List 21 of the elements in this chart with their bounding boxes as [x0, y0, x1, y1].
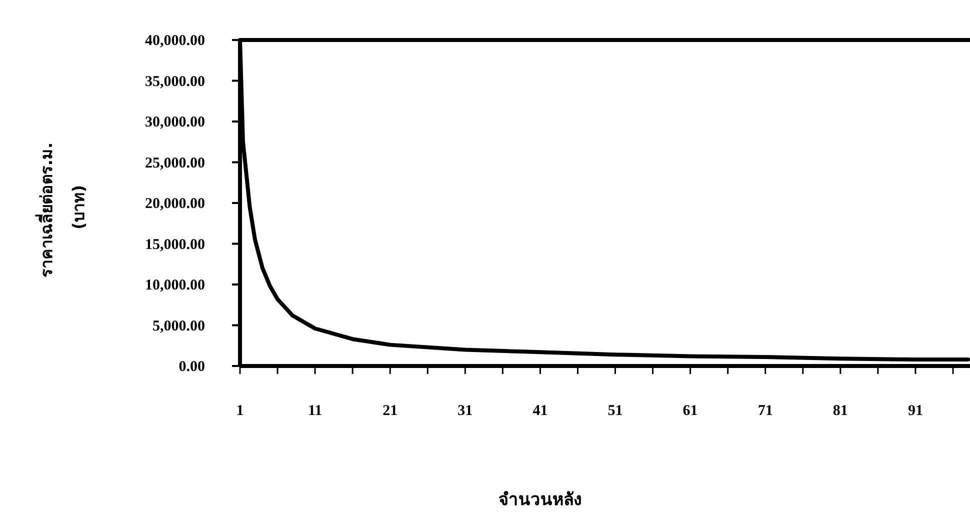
- y-tick-label: 30,000.00: [145, 114, 205, 130]
- y-tick-label: 10,000.00: [145, 278, 205, 294]
- x-tick-label: 31: [458, 403, 473, 419]
- y-tick-label: 0.00: [178, 359, 205, 375]
- x-tick-label: 41: [532, 403, 548, 419]
- x-tick-label: 61: [682, 403, 698, 419]
- y-tick-label: 20,000.00: [145, 196, 205, 212]
- y-tick-label: 5,000.00: [152, 318, 205, 334]
- y-axis-title: ราคาเฉลี่ยต่อตร.ม. (บาท): [35, 142, 88, 278]
- x-tick-label: 11: [308, 403, 322, 419]
- y-tick-label: 15,000.00: [145, 236, 205, 253]
- x-axis-title: จำนวนหลัง: [498, 490, 582, 510]
- y-tick-label: 35,000.00: [145, 74, 205, 90]
- y-tick-label: 25,000.00: [145, 155, 205, 172]
- x-tick-label: 91: [908, 403, 923, 419]
- x-tick-label: 71: [758, 403, 773, 419]
- x-tick-label: 1: [236, 403, 244, 419]
- x-tick-label: 81: [832, 403, 848, 419]
- x-tick-label: 21: [382, 403, 398, 419]
- x-tick-label: 51: [608, 403, 623, 419]
- y-tick-label: 40,000.00: [145, 33, 205, 49]
